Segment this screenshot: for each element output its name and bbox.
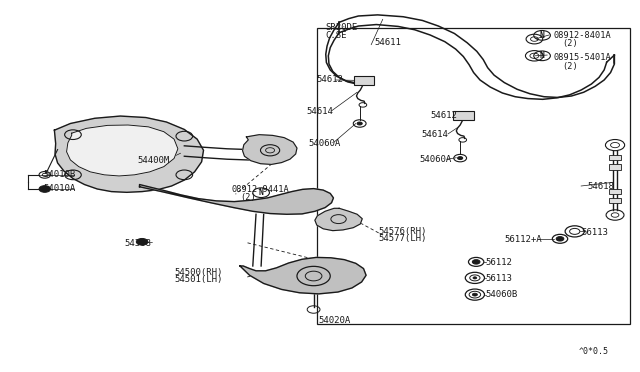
Text: 56112: 56112 [485,258,512,267]
Text: 08912-8401A: 08912-8401A [554,31,611,40]
Text: 54060B: 54060B [485,290,517,299]
Text: 08912-9441A: 08912-9441A [232,185,289,194]
Text: 54576(RH): 54576(RH) [379,227,428,236]
FancyBboxPatch shape [453,111,474,120]
Text: SR20DE: SR20DE [325,23,357,32]
FancyBboxPatch shape [609,189,621,194]
Circle shape [136,238,148,245]
Text: N: N [540,51,545,60]
Text: 54614: 54614 [421,130,448,139]
Text: 54612: 54612 [430,111,457,120]
Text: 54612: 54612 [317,76,344,84]
Text: 56113: 56113 [485,274,512,283]
Polygon shape [54,116,204,192]
Polygon shape [243,135,297,164]
FancyBboxPatch shape [609,164,621,170]
Text: 56112+A: 56112+A [504,235,542,244]
Text: N: N [540,31,545,40]
Text: 54060A: 54060A [419,155,451,164]
Text: 08915-5401A: 08915-5401A [554,53,611,62]
Text: 56113: 56113 [581,228,608,237]
Text: 54501(LH): 54501(LH) [174,275,223,284]
Polygon shape [140,185,333,214]
Text: 54500(RH): 54500(RH) [174,268,223,277]
Circle shape [357,122,362,125]
Text: C.SE: C.SE [325,31,347,40]
Text: N: N [259,188,264,197]
Text: 54618: 54618 [588,182,614,190]
FancyBboxPatch shape [609,155,621,160]
FancyBboxPatch shape [317,28,630,324]
Text: 54577(LH): 54577(LH) [379,234,428,243]
Text: ^0*0.5: ^0*0.5 [579,347,609,356]
Text: 54400M: 54400M [138,156,170,165]
Text: 54611: 54611 [374,38,401,47]
Polygon shape [240,257,366,294]
Text: 54010A: 54010A [44,185,76,193]
Circle shape [458,157,463,160]
Circle shape [39,186,51,192]
FancyBboxPatch shape [609,198,621,203]
Text: 54060A: 54060A [308,139,340,148]
Circle shape [472,260,480,264]
Text: 54020A: 54020A [319,316,351,325]
Circle shape [556,237,564,241]
Text: (2): (2) [562,62,578,71]
Circle shape [473,277,477,279]
FancyBboxPatch shape [354,76,374,85]
Text: (2): (2) [562,39,578,48]
Text: 54614: 54614 [306,107,333,116]
Text: (2): (2) [240,193,256,202]
Polygon shape [67,125,178,176]
Circle shape [472,293,477,296]
Polygon shape [315,208,362,231]
Text: 54368: 54368 [125,239,152,248]
Text: 54010B: 54010B [44,170,76,179]
